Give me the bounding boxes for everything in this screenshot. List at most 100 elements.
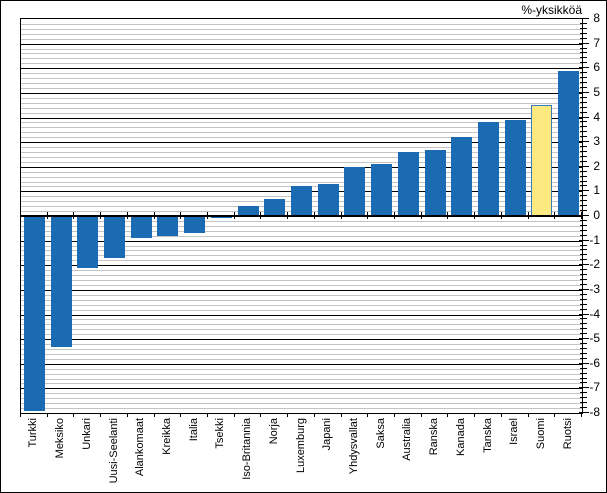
minor-gridline xyxy=(21,162,582,163)
y-major-tick xyxy=(579,117,589,118)
x-axis-label-tsekki: Tsekki xyxy=(214,418,226,449)
y-major-tick xyxy=(579,92,589,93)
minor-gridline xyxy=(21,221,582,222)
minor-gridline xyxy=(21,103,582,104)
minor-gridline xyxy=(21,379,582,380)
y-major-tick xyxy=(579,412,589,413)
y-minor-tick xyxy=(580,97,587,98)
minor-gridline xyxy=(21,334,582,335)
major-gridline xyxy=(21,44,582,45)
minor-gridline xyxy=(21,132,582,133)
y-minor-tick xyxy=(580,407,587,408)
minor-gridline xyxy=(21,260,582,261)
category-tick xyxy=(447,413,448,417)
minor-gridline xyxy=(21,270,582,271)
y-minor-tick xyxy=(580,121,587,122)
bar-turkki xyxy=(24,216,45,411)
axis-unit-label: %-yksikköä xyxy=(521,3,582,17)
minor-gridline xyxy=(21,137,582,138)
x-axis-label-meksiko: Meksiko xyxy=(54,418,66,459)
y-axis-label-4: 4 xyxy=(593,110,600,124)
y-major-tick xyxy=(579,215,589,216)
category-tick xyxy=(421,413,422,417)
y-major-tick xyxy=(579,338,589,339)
major-gridline xyxy=(21,167,582,168)
y-minor-tick xyxy=(580,254,587,255)
y-minor-tick xyxy=(580,378,587,379)
y-minor-tick xyxy=(580,235,587,236)
y-axis-label-7: 7 xyxy=(593,36,600,50)
x-axis-label-ruotsi: Ruotsi xyxy=(562,418,574,450)
y-minor-tick xyxy=(580,358,587,359)
category-tick xyxy=(20,413,21,417)
category-tick xyxy=(528,413,529,417)
y-minor-tick xyxy=(580,146,587,147)
x-axis-label-italia: Italia xyxy=(188,418,200,442)
y-minor-tick xyxy=(580,309,587,310)
major-gridline xyxy=(21,68,582,69)
x-axis-label-turkki: Turkki xyxy=(27,418,39,448)
x-axis-label-iso-britannia: Iso-Britannia xyxy=(241,418,253,480)
category-tick xyxy=(581,413,582,417)
category-tick xyxy=(100,212,101,219)
y-axis-label-8: 8 xyxy=(593,11,600,25)
major-gridline xyxy=(21,388,582,389)
y-minor-tick xyxy=(580,284,587,285)
zero-axis-line xyxy=(21,215,582,217)
bar-unkari xyxy=(77,216,98,268)
y-minor-tick xyxy=(580,156,587,157)
minor-gridline xyxy=(21,374,582,375)
category-tick xyxy=(341,413,342,417)
y-minor-tick xyxy=(580,269,587,270)
y-major-tick xyxy=(579,190,589,191)
major-gridline xyxy=(21,339,582,340)
y-minor-tick xyxy=(580,195,587,196)
y-minor-tick xyxy=(580,299,587,300)
major-gridline xyxy=(21,241,582,242)
x-axis-label-tanska: Tanska xyxy=(482,418,494,453)
x-axis-label-kreikka: Kreikka xyxy=(161,418,173,455)
x-axis-label-luxemburg: Luxemburg xyxy=(295,418,307,474)
y-major-tick xyxy=(579,67,589,68)
y-minor-tick xyxy=(580,318,587,319)
category-tick xyxy=(314,413,315,417)
category-tick xyxy=(447,212,448,219)
category-tick xyxy=(127,413,128,417)
y-minor-tick xyxy=(580,348,587,349)
y-minor-tick xyxy=(580,210,587,211)
minor-gridline xyxy=(21,295,582,296)
minor-gridline xyxy=(21,83,582,84)
bar-kanada xyxy=(451,137,472,216)
y-minor-tick xyxy=(580,245,587,246)
y-minor-tick xyxy=(580,33,587,34)
minor-gridline xyxy=(21,127,582,128)
y-axis-label-0: 0 xyxy=(593,208,600,222)
y-minor-tick xyxy=(580,171,587,172)
category-tick xyxy=(528,212,529,219)
y-axis-label--5: -5 xyxy=(589,331,600,345)
minor-gridline xyxy=(21,354,582,355)
category-tick xyxy=(20,212,21,219)
category-tick xyxy=(394,413,395,417)
bar-australia xyxy=(398,152,419,216)
y-axis-label-1: 1 xyxy=(593,183,600,197)
minor-gridline xyxy=(21,280,582,281)
category-tick xyxy=(100,413,101,417)
minor-gridline xyxy=(21,88,582,89)
category-tick xyxy=(421,212,422,219)
category-tick xyxy=(154,212,155,219)
y-axis-label--8: -8 xyxy=(589,405,600,419)
y-minor-tick xyxy=(580,304,587,305)
y-axis-label-5: 5 xyxy=(593,85,600,99)
category-tick xyxy=(367,212,368,219)
minor-gridline xyxy=(21,310,582,311)
minor-gridline xyxy=(21,275,582,276)
category-tick xyxy=(154,413,155,417)
y-minor-tick xyxy=(580,200,587,201)
plot-area xyxy=(20,18,583,414)
y-minor-tick xyxy=(580,343,587,344)
minor-gridline xyxy=(21,39,582,40)
y-axis-label--6: -6 xyxy=(589,356,600,370)
y-minor-tick xyxy=(580,72,587,73)
minor-gridline xyxy=(21,300,582,301)
